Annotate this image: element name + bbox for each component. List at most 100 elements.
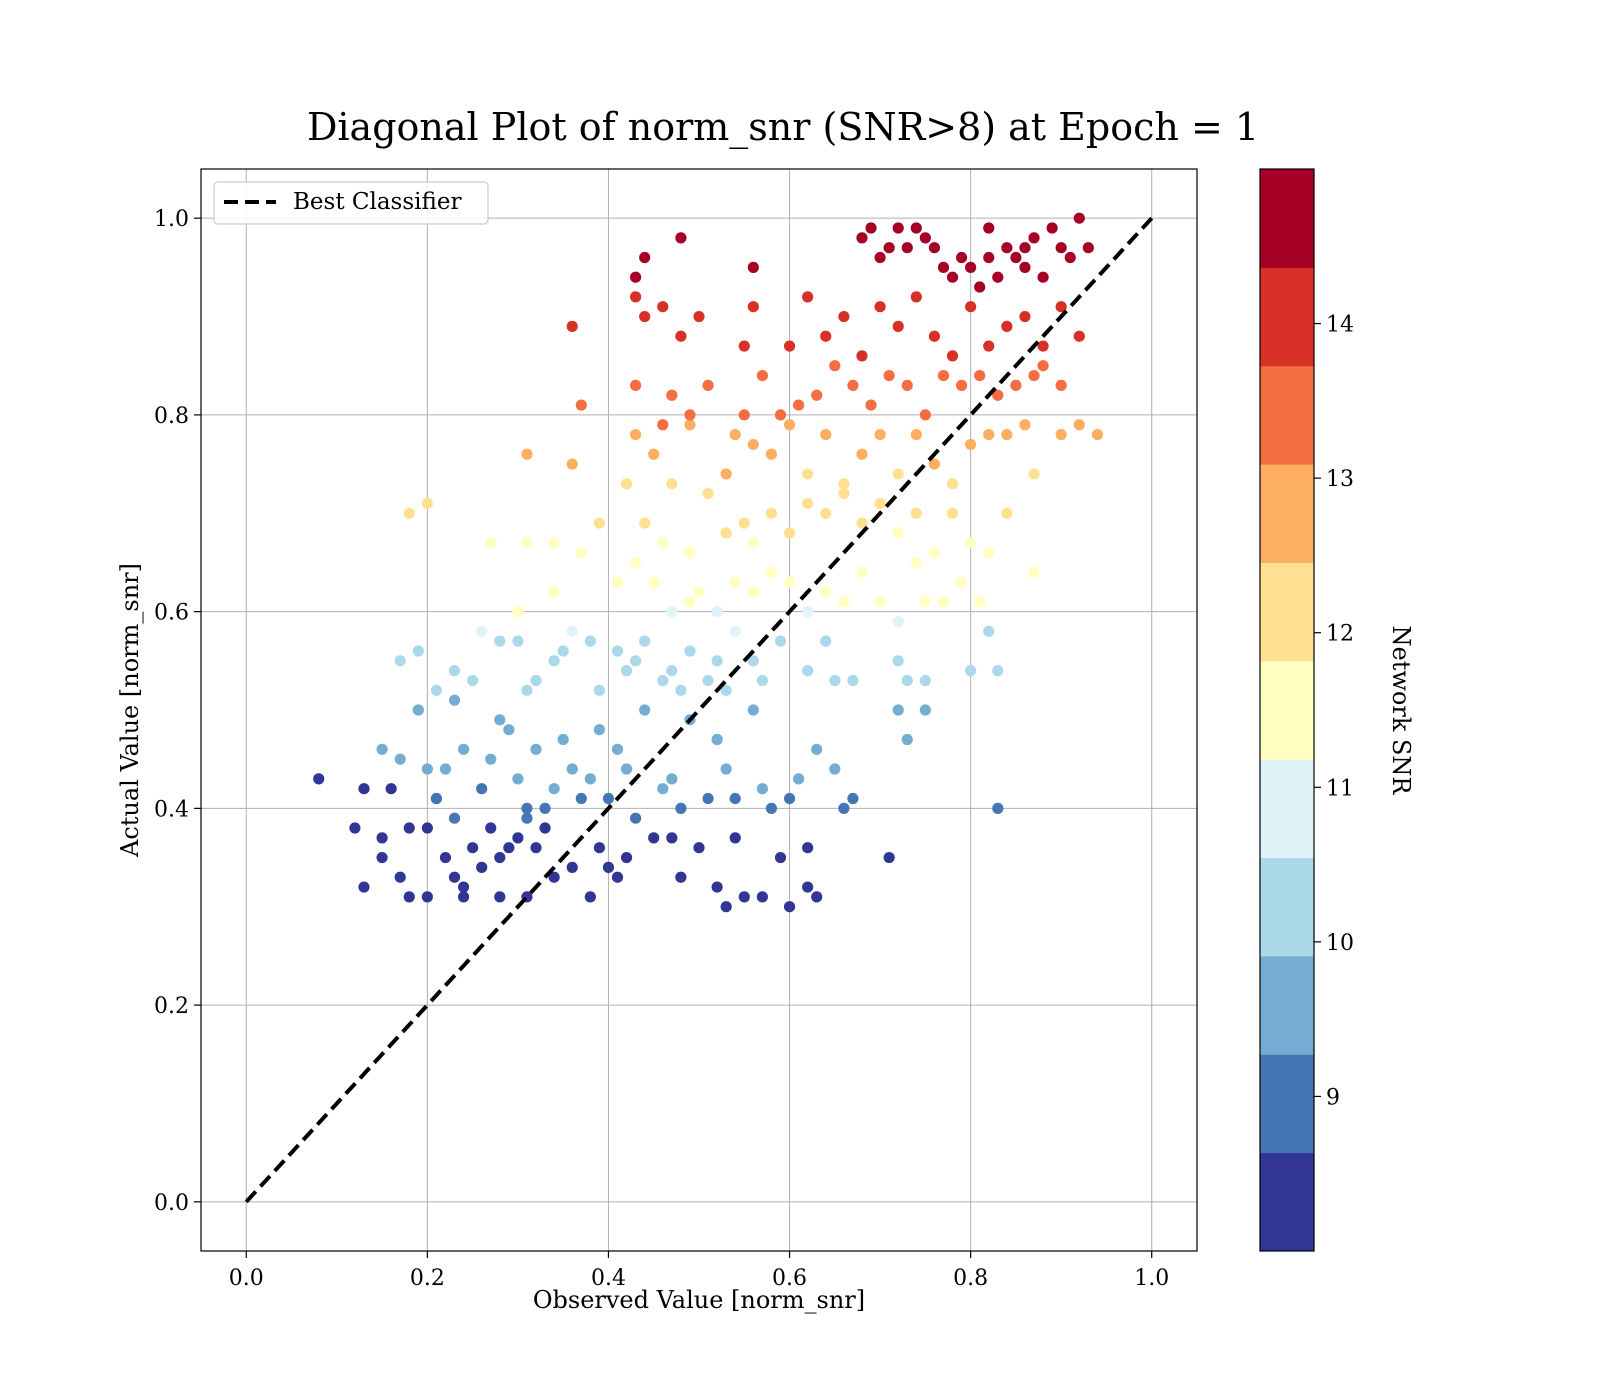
data-point [965, 301, 977, 313]
data-point [992, 665, 1004, 677]
data-point [630, 556, 642, 569]
data-point [1001, 507, 1013, 519]
data-point [793, 773, 805, 785]
data-point [548, 655, 560, 667]
colorbar-label: Network SNR [1387, 626, 1415, 796]
data-point [702, 379, 714, 391]
colorbar-band [1260, 562, 1314, 662]
data-point [639, 310, 651, 323]
data-point [566, 763, 578, 775]
data-point [793, 399, 805, 411]
data-point [657, 537, 669, 549]
data-point [729, 576, 741, 588]
colorbar-tick-label: 14 [1326, 313, 1354, 338]
data-point [892, 222, 904, 234]
data-point [666, 665, 678, 677]
data-point [983, 251, 995, 264]
data-point [548, 783, 560, 795]
chart-title: Diagonal Plot of norm_snr (SNR>8) at Epo… [307, 105, 1259, 150]
data-point [747, 301, 759, 313]
data-point [557, 733, 569, 746]
data-point [657, 301, 669, 313]
colorbar-band [1260, 267, 1314, 367]
data-point [892, 704, 904, 716]
data-point [412, 704, 424, 716]
data-point [539, 822, 551, 834]
data-point [521, 537, 533, 549]
data-point [675, 871, 687, 883]
data-point [648, 448, 660, 460]
data-point [937, 261, 950, 273]
data-point [1064, 251, 1076, 264]
data-point [403, 507, 415, 519]
data-point [865, 222, 877, 234]
data-point [620, 478, 633, 490]
data-point [313, 773, 325, 785]
data-point [476, 861, 488, 873]
data-point [910, 291, 922, 303]
data-point [738, 340, 750, 352]
data-point [584, 891, 596, 903]
data-point [711, 733, 723, 746]
data-point [675, 684, 687, 696]
data-point [747, 261, 759, 273]
data-point [684, 596, 696, 608]
data-point [874, 251, 886, 264]
data-point [548, 537, 560, 549]
data-point [811, 389, 823, 401]
data-point [974, 369, 986, 382]
data-point [620, 665, 633, 677]
y-tick-label: 1.0 [154, 207, 189, 232]
data-point [611, 743, 624, 755]
data-point [729, 625, 741, 637]
colorbar-band [1260, 857, 1314, 957]
data-point [349, 822, 361, 834]
data-point [965, 438, 977, 451]
data-point [394, 655, 406, 667]
data-point [1046, 222, 1058, 234]
data-point [639, 251, 651, 264]
data-point [593, 724, 606, 736]
data-point [747, 655, 759, 667]
data-point [974, 596, 986, 608]
data-point [566, 625, 578, 637]
colorbar-tick-label: 13 [1326, 467, 1354, 492]
x-tick-label: 1.0 [1134, 1266, 1169, 1291]
data-point [901, 733, 913, 746]
data-point [630, 379, 642, 391]
data-point [620, 851, 633, 864]
data-point [639, 517, 651, 529]
data-point [783, 901, 796, 913]
colorbar-band [1260, 955, 1314, 1055]
data-point [820, 635, 832, 647]
data-point [548, 871, 560, 883]
data-point [928, 547, 941, 559]
data-point [630, 812, 642, 824]
data-point [1055, 301, 1067, 313]
colorbar-band [1260, 365, 1314, 465]
data-point [421, 763, 433, 775]
data-point [802, 881, 814, 893]
data-point [992, 271, 1004, 283]
data-point [602, 792, 615, 805]
data-point [448, 871, 461, 883]
data-point [910, 507, 922, 519]
data-point [856, 566, 868, 578]
data-point [448, 812, 461, 824]
x-axis-label: Observed Value [norm_snr] [533, 1286, 865, 1314]
plot-area: 0.0 0.2 0.4 0.6 0.8 1.0 0.0 0.2 0.4 0.6 0.8 1.0 [154, 168, 1198, 1291]
data-point [584, 635, 596, 647]
data-point [494, 635, 506, 647]
data-point [566, 861, 578, 873]
data-point [448, 665, 461, 677]
data-point [946, 271, 959, 283]
data-point [648, 832, 660, 844]
data-point [765, 802, 778, 814]
data-point [394, 753, 406, 765]
data-point [1019, 242, 1031, 254]
data-point [965, 537, 977, 549]
data-point [1037, 360, 1049, 372]
data-point [1073, 330, 1085, 342]
data-point [566, 458, 578, 470]
